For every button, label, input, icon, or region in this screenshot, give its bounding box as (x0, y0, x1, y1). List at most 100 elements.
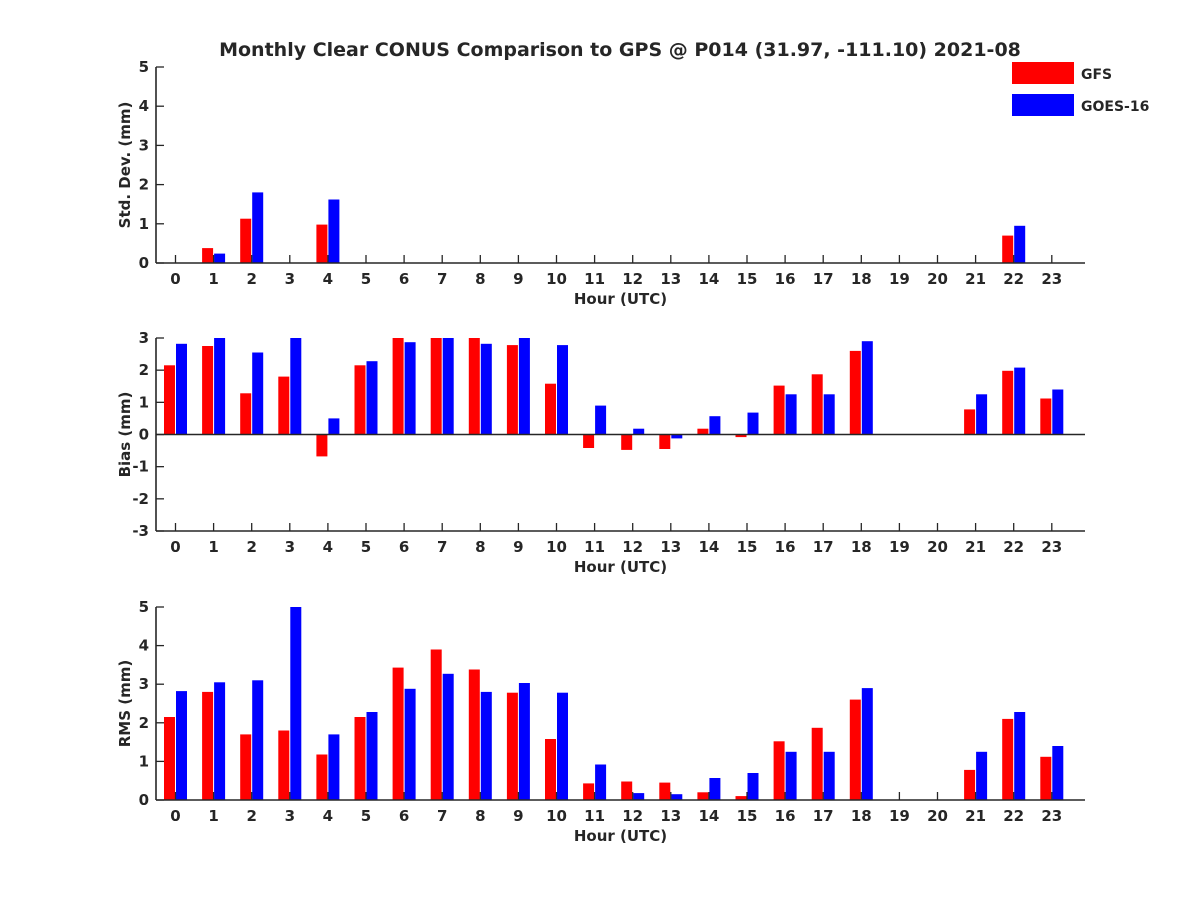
bar-bias-gfs-hour-13 (659, 434, 671, 449)
x-tick-label-bias: 20 (927, 538, 948, 556)
bar-std-dev-gfs-hour-4 (316, 224, 328, 263)
x-tick-label-std-dev: 13 (660, 270, 681, 288)
bar-rms-gfs-hour-2 (240, 734, 252, 800)
x-tick-label-std-dev: 3 (285, 270, 295, 288)
bar-rms-gfs-hour-5 (354, 717, 366, 800)
bar-bias-goes16-hour-17 (823, 394, 835, 435)
bar-bias-gfs-hour-23 (1040, 398, 1052, 435)
bar-std-dev-goes16-hour-2 (252, 192, 264, 263)
legend-label-gfs: GFS (1081, 67, 1112, 83)
x-tick-label-std-dev: 19 (889, 270, 910, 288)
bar-rms-gfs-hour-10 (545, 739, 556, 800)
y-tick-label-rms: 4 (139, 637, 149, 655)
x-tick-label-std-dev: 22 (1003, 270, 1024, 288)
x-tick-label-bias: 19 (889, 538, 910, 556)
x-tick-label-rms: 17 (813, 807, 834, 825)
x-tick-label-std-dev: 11 (584, 270, 605, 288)
bar-std-dev-goes16-hour-1 (214, 253, 226, 263)
x-tick-label-std-dev: 9 (513, 270, 523, 288)
bar-std-dev-gfs-hour-2 (240, 218, 252, 263)
bar-rms-gfs-hour-14 (697, 792, 709, 800)
x-tick-label-bias: 10 (546, 538, 567, 556)
y-tick-label-std-dev: 1 (139, 215, 149, 233)
x-tick-label-rms: 12 (622, 807, 643, 825)
legend-swatch-gfs (1012, 62, 1074, 84)
x-tick-label-std-dev: 1 (208, 270, 218, 288)
bar-bias-gfs-hour-9 (506, 345, 518, 435)
bar-bias-goes16-hour-7 (442, 338, 454, 435)
bar-bias-goes16-hour-15 (747, 412, 759, 435)
x-tick-label-bias: 3 (285, 538, 295, 556)
bar-bias-goes16-hour-4 (328, 418, 340, 435)
y-tick-label-rms: 0 (139, 791, 149, 809)
bar-bias-goes16-hour-8 (480, 343, 492, 435)
bar-bias-gfs-hour-11 (583, 434, 595, 448)
bar-rms-goes16-hour-13 (671, 794, 683, 800)
y-tick-label-std-dev: 2 (139, 176, 149, 194)
y-tick-label-rms: 2 (139, 714, 149, 732)
x-tick-label-bias: 15 (737, 538, 758, 556)
x-tick-label-bias: 6 (399, 538, 409, 556)
x-tick-label-bias: 23 (1041, 538, 1062, 556)
bar-std-dev-gfs-hour-1 (202, 248, 214, 263)
bar-rms-goes16-hour-23 (1052, 746, 1064, 800)
x-tick-label-rms: 20 (927, 807, 948, 825)
x-tick-label-bias: 7 (437, 538, 447, 556)
bar-bias-gfs-hour-8 (468, 338, 480, 435)
y-tick-label-std-dev: 3 (139, 136, 149, 154)
x-tick-label-rms: 11 (584, 807, 605, 825)
y-tick-label-bias: 3 (139, 329, 149, 347)
x-tick-label-bias: 9 (513, 538, 523, 556)
x-tick-label-std-dev: 5 (361, 270, 371, 288)
x-tick-label-rms: 0 (170, 807, 180, 825)
x-tick-label-bias: 12 (622, 538, 643, 556)
bar-bias-gfs-hour-12 (621, 434, 633, 450)
x-tick-label-bias: 13 (660, 538, 681, 556)
bar-rms-gfs-hour-21 (964, 769, 976, 800)
bar-bias-goes16-hour-21 (976, 394, 988, 435)
bar-rms-gfs-hour-9 (506, 692, 518, 800)
bar-rms-goes16-hour-22 (1014, 712, 1026, 800)
x-tick-label-std-dev: 12 (622, 270, 643, 288)
bar-bias-gfs-hour-15 (735, 434, 747, 438)
x-tick-label-rms: 18 (851, 807, 872, 825)
x-tick-label-std-dev: 18 (851, 270, 872, 288)
bar-bias-gfs-hour-17 (811, 374, 823, 435)
y-axis-label-rms: RMS (mm) (116, 660, 134, 747)
x-tick-label-std-dev: 16 (775, 270, 796, 288)
bar-bias-gfs-hour-6 (392, 338, 404, 435)
bar-rms-goes16-hour-11 (595, 764, 607, 800)
x-tick-label-rms: 22 (1003, 807, 1024, 825)
bar-bias-goes16-hour-14 (709, 416, 721, 435)
x-tick-label-bias: 22 (1003, 538, 1024, 556)
bar-bias-goes16-hour-6 (404, 342, 416, 435)
bar-bias-goes16-hour-22 (1014, 367, 1026, 435)
x-tick-label-rms: 4 (323, 807, 333, 825)
x-tick-label-bias: 5 (361, 538, 371, 556)
bar-rms-goes16-hour-16 (785, 751, 797, 801)
x-tick-label-rms: 21 (965, 807, 986, 825)
y-tick-label-bias: 2 (139, 361, 149, 379)
x-tick-label-bias: 11 (584, 538, 605, 556)
bar-rms-goes16-hour-10 (557, 692, 568, 800)
x-tick-label-bias: 0 (170, 538, 180, 556)
x-tick-label-std-dev: 21 (965, 270, 986, 288)
x-tick-label-std-dev: 7 (437, 270, 447, 288)
bar-rms-gfs-hour-8 (468, 669, 480, 800)
y-tick-label-bias: 0 (139, 426, 149, 444)
bar-rms-goes16-hour-8 (480, 691, 492, 800)
bar-rms-goes16-hour-18 (861, 688, 873, 800)
y-tick-label-bias: 1 (139, 393, 149, 411)
x-tick-label-rms: 6 (399, 807, 409, 825)
bar-rms-gfs-hour-17 (811, 727, 823, 800)
x-tick-label-std-dev: 23 (1041, 270, 1062, 288)
x-tick-label-bias: 8 (475, 538, 485, 556)
y-tick-label-std-dev: 0 (139, 254, 149, 272)
x-tick-label-rms: 5 (361, 807, 371, 825)
bar-bias-goes16-hour-0 (176, 343, 187, 435)
bar-rms-gfs-hour-1 (202, 691, 214, 800)
bar-bias-goes16-hour-2 (252, 352, 264, 435)
y-tick-label-rms: 5 (139, 598, 149, 616)
